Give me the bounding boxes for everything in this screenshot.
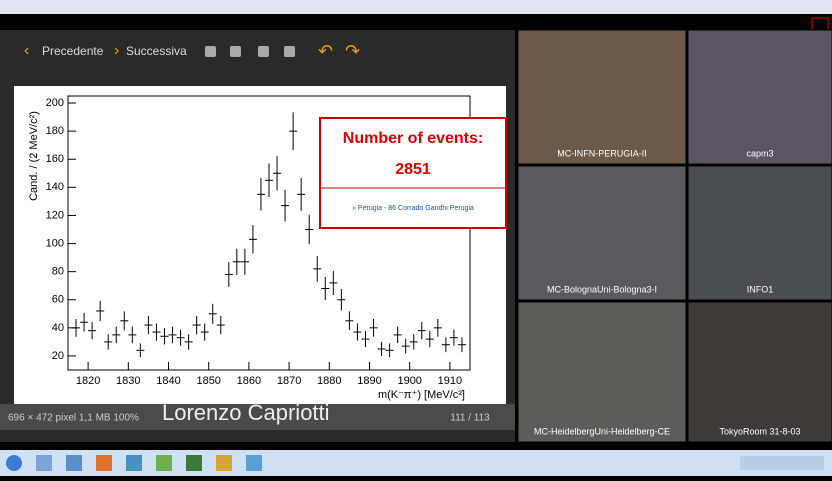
y-tick-label: 60 — [52, 294, 64, 306]
video-label: MC-INFN-PERUGIA-II — [557, 148, 647, 158]
rotate-left[interactable]: ↶ — [318, 41, 333, 61]
tool-icon[interactable] — [258, 46, 269, 57]
video-label: TokyoRoom 31-8-03 — [719, 426, 800, 436]
y-tick-label: 120 — [46, 209, 64, 221]
prev-arrow[interactable]: ‹ — [24, 42, 29, 59]
x-tick-label: 1840 — [156, 375, 180, 387]
screen: ‹ Precedente › Successiva ↶ ↷ 20 40 60 80 10… — [0, 0, 832, 476]
y-tick-label: 80 — [52, 266, 64, 278]
video-tile — [518, 166, 686, 300]
start-button[interactable] — [6, 455, 22, 471]
page-counter: 111 / 113 — [450, 413, 490, 424]
speaker-name: Lorenzo Capriotti — [162, 400, 330, 425]
x-tick-label: 1860 — [237, 375, 261, 387]
system-tray[interactable] — [740, 456, 824, 470]
title-bar — [0, 0, 832, 14]
taskbar-icon[interactable] — [216, 455, 232, 471]
tool-icon[interactable] — [230, 46, 241, 57]
overlay-source: » Perugia - 86 Corrado Gandhi Perugia — [352, 205, 474, 212]
rotate-right[interactable]: ↷ — [345, 41, 360, 61]
y-tick-label: 140 — [46, 181, 64, 193]
video-label: capm3 — [746, 148, 773, 158]
x-tick-label: 1830 — [116, 375, 140, 387]
video-label: MC-BolognaUni-Bologna3-I — [547, 284, 657, 294]
video-label: MC-HeidelbergUni-Heidelberg-CE — [534, 426, 670, 436]
y-tick-label: 180 — [46, 125, 64, 137]
x-tick-label: 1820 — [76, 375, 100, 387]
video-label: INFO1 — [747, 284, 774, 294]
y-tick-label: 160 — [46, 153, 64, 165]
y-axis-label: Cand. / (2 MeV/c²) — [28, 111, 40, 201]
status-info: 696 × 472 pixel 1,1 MB 100% — [8, 413, 139, 424]
taskbar-icon[interactable] — [36, 455, 52, 471]
tool-icon[interactable] — [284, 46, 295, 57]
x-tick-label: 1890 — [357, 375, 381, 387]
video-tile — [688, 30, 832, 164]
x-tick-label: 1850 — [196, 375, 220, 387]
x-tick-label: 1900 — [397, 375, 421, 387]
x-tick-label: 1880 — [317, 375, 341, 387]
y-tick-label: 100 — [46, 237, 64, 249]
x-tick-label: 1870 — [277, 375, 301, 387]
prev-button[interactable]: Precedente — [42, 44, 104, 58]
video-tile — [518, 30, 686, 164]
y-tick-label: 200 — [46, 97, 64, 109]
taskbar-icon[interactable] — [66, 455, 82, 471]
video-tile — [688, 166, 832, 300]
taskbar-icon[interactable] — [186, 455, 202, 471]
y-tick-label: 20 — [52, 350, 64, 362]
video-tile — [688, 302, 832, 442]
screenshot: ‹ Precedente › Successiva ↶ ↷ 20 40 60 80 10… — [0, 0, 832, 476]
tool-icon[interactable] — [205, 46, 216, 57]
overlay-count: 2851 — [395, 161, 431, 178]
next-button[interactable]: Successiva — [126, 44, 187, 58]
taskbar — [0, 450, 832, 476]
taskbar-icon[interactable] — [96, 455, 112, 471]
x-axis-label: m(K⁻π⁺) [MeV/c²] — [378, 389, 465, 401]
y-tick-label: 40 — [52, 322, 64, 334]
taskbar-icon[interactable] — [156, 455, 172, 471]
video-grid: MC-INFN-PERUGIA-II capm3 MC-BolognaUni-Bol… — [518, 30, 832, 442]
taskbar-icon[interactable] — [246, 455, 262, 471]
video-tile — [518, 302, 686, 442]
next-arrow[interactable]: › — [114, 42, 119, 59]
taskbar-icon[interactable] — [126, 455, 142, 471]
overlay-heading: Number of events: — [343, 130, 483, 147]
x-tick-label: 1910 — [438, 375, 462, 387]
